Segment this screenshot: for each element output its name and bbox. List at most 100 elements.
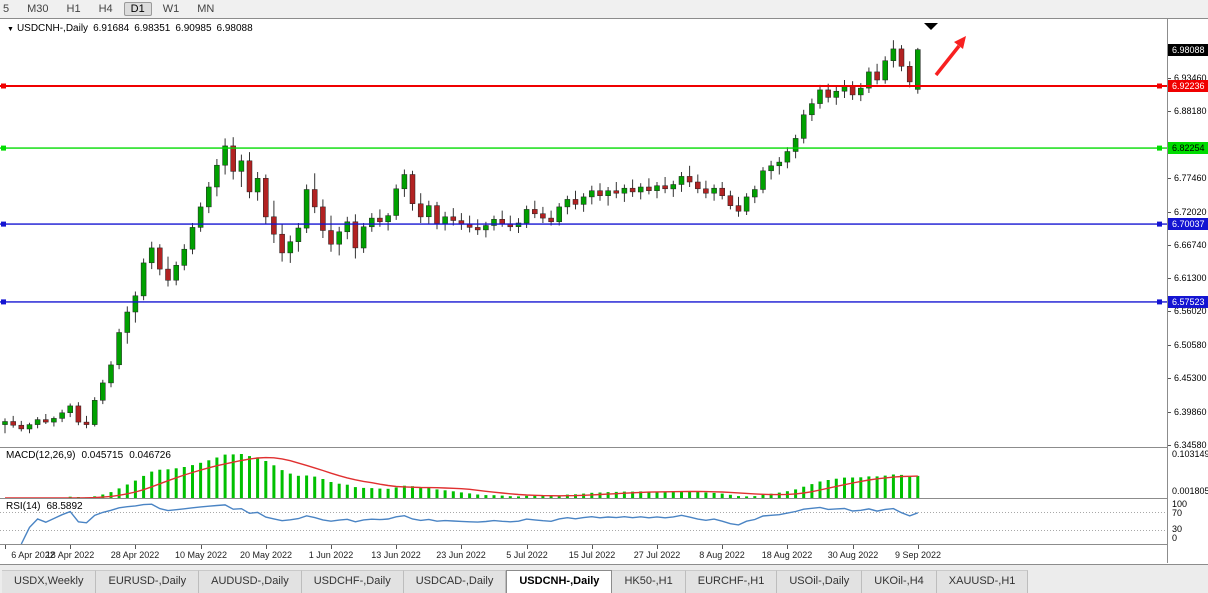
hline-price-badge: 6.70037 [1168, 218, 1208, 231]
date-label: 20 May 2022 [239, 550, 293, 560]
time-axis-tick-mark [5, 545, 6, 549]
pane-splitter[interactable] [0, 447, 1208, 448]
symbol-title: USDCNH-,Daily [16, 23, 89, 34]
timeframe-button-m30[interactable]: M30 [27, 3, 49, 15]
price-axis-tick: 6.61300 [1174, 273, 1207, 284]
triangle-marker-object[interactable] [924, 23, 938, 30]
macd-chart[interactable] [0, 448, 1167, 498]
macd-value-main: 0.045715 [81, 450, 124, 461]
candlestick-chart[interactable] [0, 19, 1167, 447]
chart-tab-usdcnh-daily[interactable]: USDCNH-,Daily [506, 570, 613, 593]
date-label: 1 Jun 2022 [308, 550, 354, 560]
rsi-scale-70: 70 [1172, 507, 1183, 518]
quote-high: 6.98351 [134, 23, 171, 34]
date-label: 23 Jun 2022 [436, 550, 486, 560]
time-axis-tick-mark [722, 545, 723, 549]
time-axis-tick-mark [527, 545, 528, 549]
chart-tab-audusd-daily[interactable]: AUDUSD-,Daily [199, 570, 302, 593]
price-axis-tick: 6.45300 [1174, 372, 1207, 383]
date-label: 8 Aug 2022 [699, 550, 745, 560]
price-chart-pane[interactable]: ▼ USDCNH-,Daily 6.91684 6.98351 6.90985 6.980… [0, 19, 1167, 447]
time-axis[interactable]: 6 Apr 2022 18 Apr 2022 28 Apr 2022 10 May 2… [0, 545, 1167, 563]
date-label: 18 Apr 2022 [45, 550, 95, 560]
macd-histogram [60, 454, 920, 498]
date-label: 30 Aug 2022 [827, 550, 879, 560]
timeframe-button-h1[interactable]: H1 [66, 3, 81, 15]
price-axis[interactable]: 6.93460 6.88180 6.77460 6.72020 6.66740 6.613… [1167, 19, 1208, 563]
timeframe-button-5[interactable]: 5 [3, 3, 10, 15]
price-axis-tick: 6.66740 [1174, 239, 1207, 250]
date-label: 9 Sep 2022 [894, 550, 942, 560]
axis-tick-mark [1168, 78, 1171, 80]
macd-name: MACD(12,26,9) [6, 450, 76, 461]
date-label: 10 May 2022 [174, 550, 228, 560]
chart-tab-usdcad-daily[interactable]: USDCAD-,Daily [403, 570, 507, 593]
date-label: 27 Jul 2022 [633, 550, 681, 560]
macd-signal-line [5, 456, 918, 498]
axis-tick-mark [1168, 311, 1171, 313]
chart-tab-eurusd-daily[interactable]: EURUSD-,Daily [96, 570, 200, 593]
chart-tab-usdchf-daily[interactable]: USDCHF-,Daily [301, 570, 404, 593]
pane-splitter[interactable] [0, 498, 1208, 499]
timeframe-button-d1[interactable]: D1 [123, 2, 152, 16]
symbol-header: ▼ USDCNH-,Daily 6.91684 6.98351 6.90985 6.980… [7, 23, 258, 34]
candles-layer [2, 40, 921, 434]
axis-tick-mark [1168, 211, 1171, 213]
time-axis-tick-mark [461, 545, 462, 549]
axis-tick-mark [1168, 345, 1171, 347]
axis-tick-mark [1168, 411, 1171, 413]
time-axis-tick-mark [396, 545, 397, 549]
rsi-chart[interactable] [0, 499, 1167, 544]
pane-splitter[interactable] [0, 544, 1208, 545]
date-label: 15 Jul 2022 [568, 550, 616, 560]
chart-tab-hk50-h1[interactable]: HK50-,H1 [612, 570, 686, 593]
chart-expander-icon[interactable]: ▼ [7, 26, 14, 33]
quote-low: 6.90985 [175, 23, 212, 34]
date-label: 6 Apr 2022 [11, 550, 55, 560]
quote-close: 6.98088 [216, 23, 253, 34]
time-axis-tick-mark [266, 545, 267, 549]
timeframe-button-w1[interactable]: W1 [162, 3, 180, 15]
rsi-line [20, 503, 919, 544]
time-axis-tick-mark [657, 545, 658, 549]
horizontal-line-object[interactable] [0, 299, 1167, 305]
time-axis-tick-mark [70, 545, 71, 549]
chart-tab-xauusd-h1[interactable]: XAUUSD-,H1 [936, 570, 1029, 593]
chart-tab-eurchf-h1[interactable]: EURCHF-,H1 [685, 570, 778, 593]
hline-price-badge: 6.92236 [1168, 79, 1208, 92]
price-axis-tick: 6.56020 [1174, 306, 1207, 317]
time-axis-tick-mark [135, 545, 136, 549]
macd-label: MACD(12,26,9) 0.045715 0.046726 [6, 450, 177, 461]
axis-tick-mark [1168, 377, 1171, 379]
price-axis-tick: 6.93460 [1174, 73, 1207, 84]
price-axis-tick: 6.77460 [1174, 172, 1207, 183]
price-axis-tick: 6.34580 [1174, 439, 1207, 450]
horizontal-line-object[interactable] [0, 221, 1167, 227]
price-axis-tick: 6.72020 [1174, 206, 1207, 217]
time-axis-tick-mark [592, 545, 593, 549]
hline-price-badge: 6.57523 [1168, 295, 1208, 308]
axis-tick-mark [1168, 444, 1171, 446]
timeframe-buttons: 5 M30 H1 H4 D1 W1 MN [0, 2, 225, 16]
rsi-pane[interactable]: RSI(14) 68.5892 [0, 499, 1167, 544]
price-axis-tick: 6.39860 [1174, 406, 1207, 417]
chart-tab-ukoil-h4[interactable]: UKOil-,H4 [862, 570, 937, 593]
timeframe-button-mn[interactable]: MN [197, 3, 215, 15]
axis-tick-mark [1168, 177, 1171, 179]
date-label: 28 Apr 2022 [110, 550, 160, 560]
arrow-up-object[interactable] [934, 36, 966, 77]
macd-pane[interactable]: MACD(12,26,9) 0.045715 0.046726 [0, 448, 1167, 498]
chart-tab-usoil-daily[interactable]: USOil-,Daily [777, 570, 863, 593]
price-axis-tick: 6.88180 [1174, 106, 1207, 117]
time-axis-tick-mark [201, 545, 202, 549]
price-axis-tick: 6.50580 [1174, 340, 1207, 351]
rsi-scale-0: 0 [1172, 533, 1178, 543]
rsi-name: RSI(14) [6, 501, 41, 512]
timeframe-button-h4[interactable]: H4 [98, 3, 113, 15]
horizontal-line-object[interactable] [0, 145, 1167, 151]
axis-tick-mark [1168, 111, 1171, 113]
current-price-badge: 6.98088 [1168, 43, 1208, 56]
chart-tab-usdx-weekly[interactable]: USDX,Weekly [2, 570, 97, 593]
horizontal-line-object[interactable] [0, 83, 1167, 89]
axis-tick-mark [1168, 244, 1171, 246]
